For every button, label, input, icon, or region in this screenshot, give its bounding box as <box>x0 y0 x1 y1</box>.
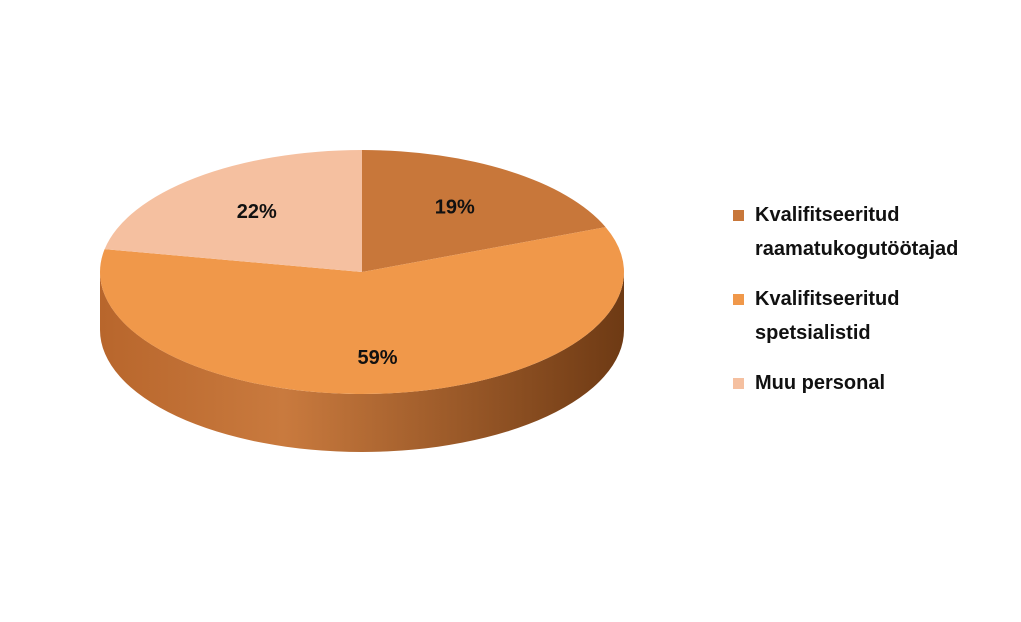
legend-label: Kvalifitseeritud spetsialistid <box>755 288 900 344</box>
slice <box>104 150 362 272</box>
slice-side <box>100 272 624 452</box>
data-label: 59% <box>358 347 398 369</box>
legend-item: Kvalifitseeritud spetsialistid <box>733 282 983 350</box>
legend-swatch <box>733 294 744 305</box>
legend-item: Kvalifitseeritud raamatukogutöötajad <box>733 198 983 266</box>
legend-swatch <box>733 210 744 221</box>
legend-swatch <box>733 378 744 389</box>
data-label: 19% <box>435 197 475 219</box>
slice <box>99 227 625 394</box>
legend-label: Muu personal <box>755 372 886 394</box>
legend: Kvalifitseeritud raamatukogutöötajad Kval… <box>733 198 983 416</box>
legend-item: Muu personal <box>733 366 983 400</box>
legend-label: Kvalifitseeritud raamatukogutöötajad <box>755 204 959 260</box>
data-label: 22% <box>237 201 277 223</box>
slice <box>362 150 606 272</box>
